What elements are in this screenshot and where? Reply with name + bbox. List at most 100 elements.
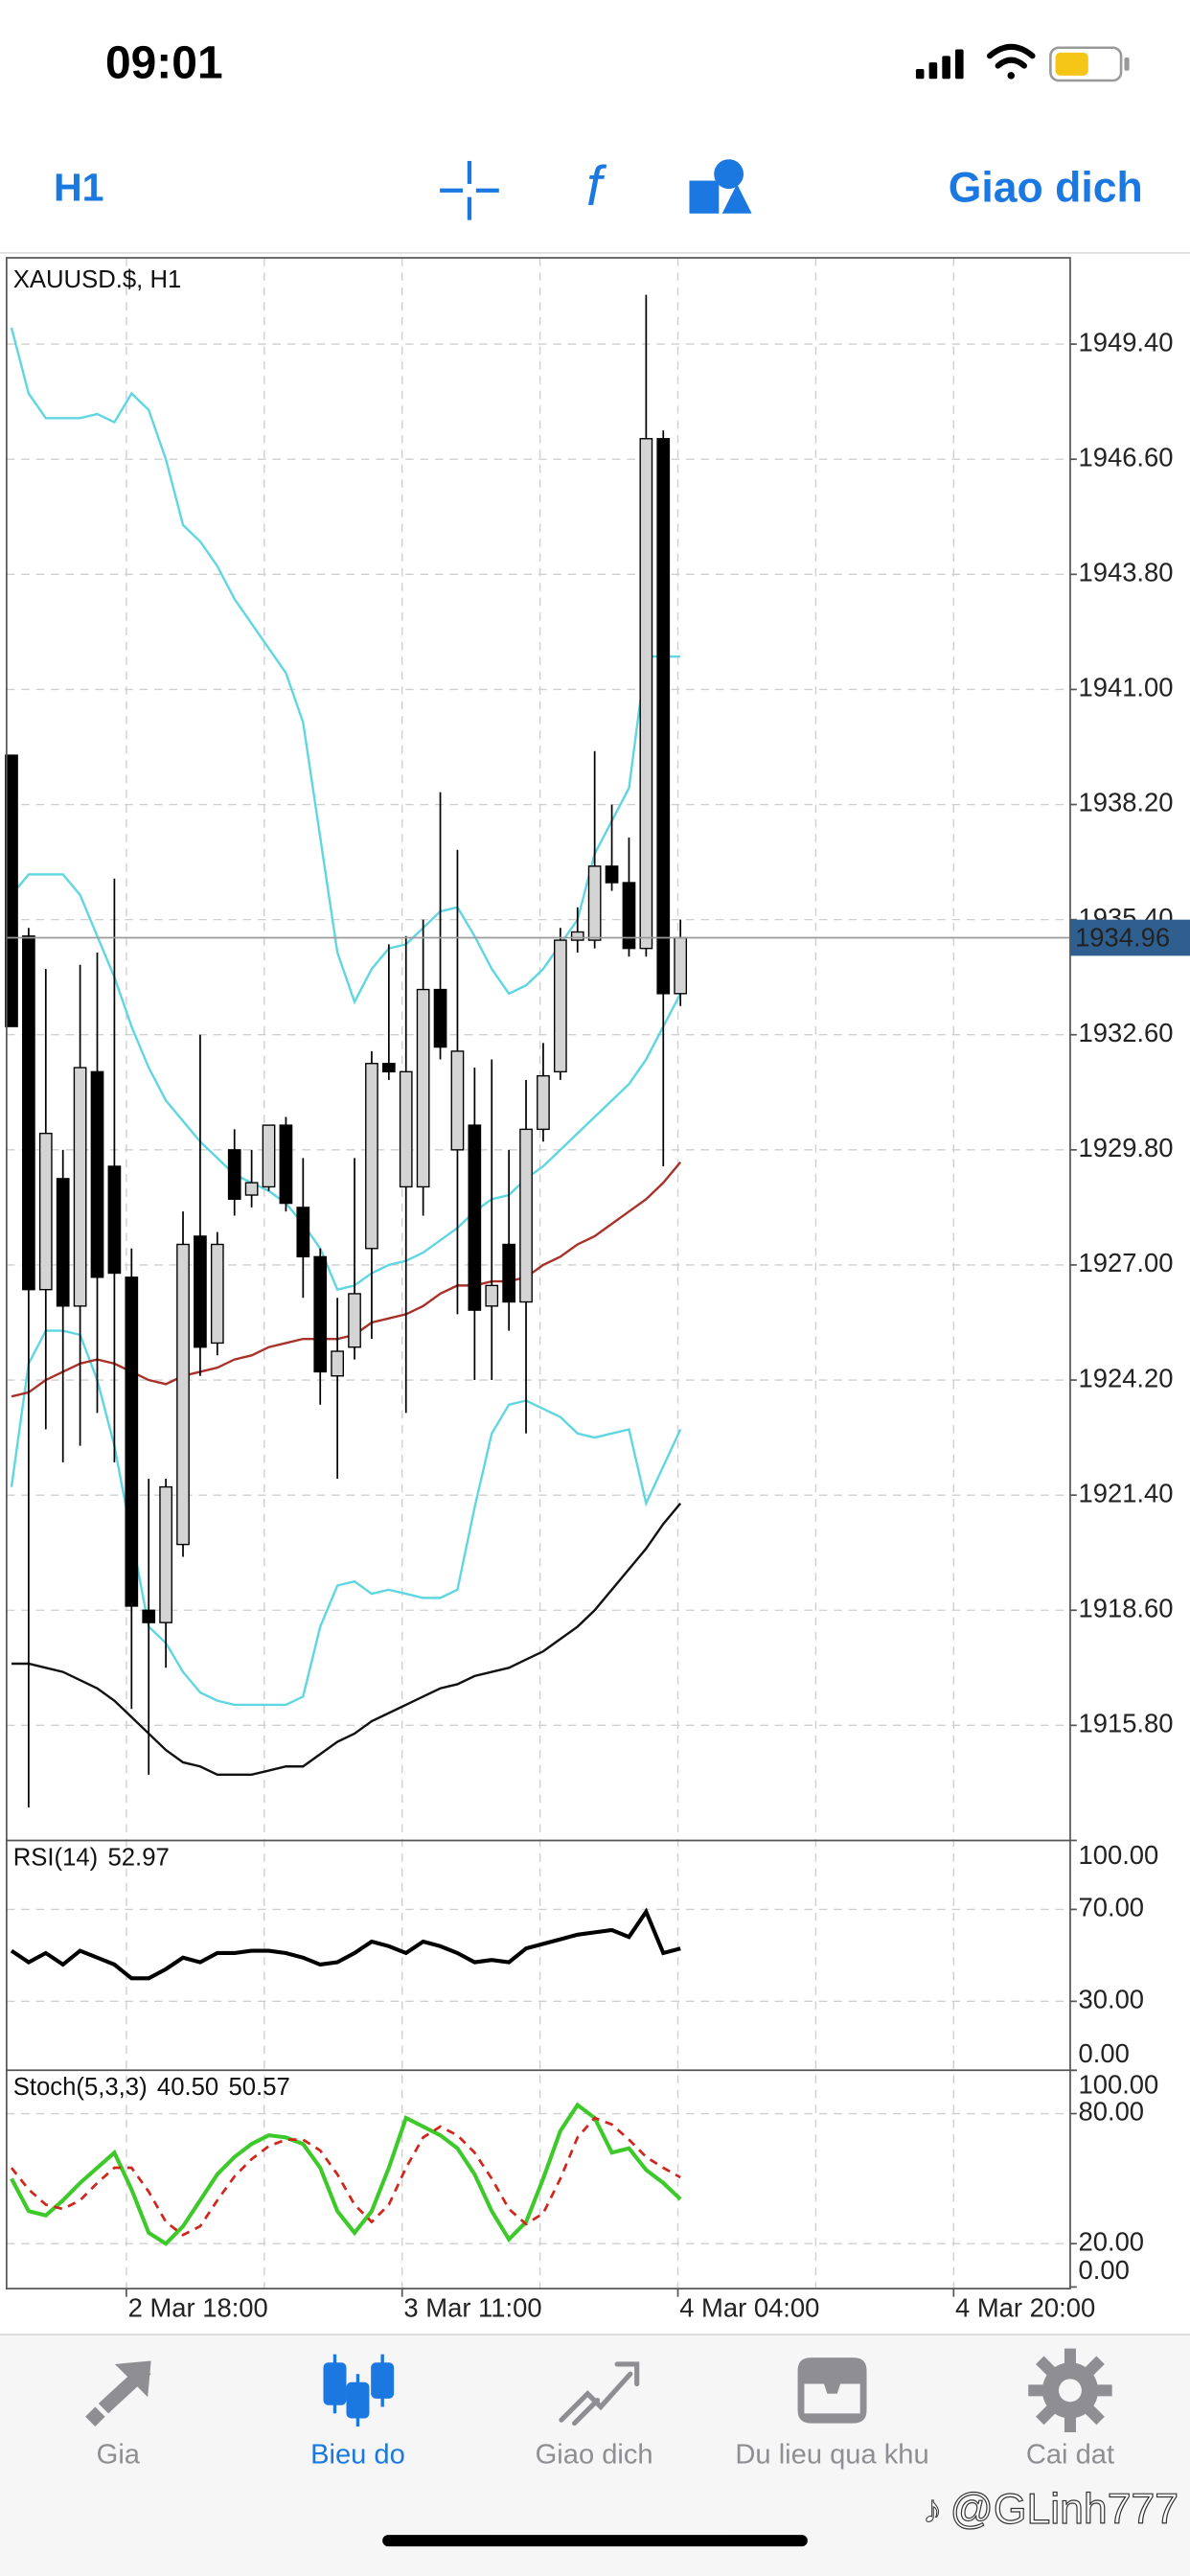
- signal-icon: [915, 49, 964, 80]
- y-tick-label: 1946.60: [1079, 442, 1174, 472]
- price-label: 1934.96: [1075, 922, 1170, 952]
- y-tick-label: 100.00: [1079, 1840, 1159, 1870]
- candle-body: [210, 1243, 224, 1345]
- chart: 2 Mar 18:00 3 Mar 11:00 4 Mar 04:00 4 Mar 2…: [5, 258, 1190, 2323]
- candle-body: [656, 438, 671, 995]
- indicator-line: [10, 2102, 682, 2246]
- candle-body: [262, 1124, 276, 1188]
- overlay-line: [10, 1329, 682, 1707]
- overlay-line: [10, 327, 681, 1005]
- y-tick-label: 0.00: [1079, 2038, 1130, 2068]
- indicator-value: 50.57: [228, 2074, 289, 2101]
- objects-button[interactable]: [689, 159, 752, 214]
- timeframe-button[interactable]: H1: [54, 166, 104, 210]
- candle-body: [244, 1182, 259, 1196]
- overlay-line: [11, 1161, 682, 1398]
- candle-body: [450, 1050, 465, 1151]
- candle-body: [605, 865, 619, 884]
- candle-body: [22, 935, 35, 1291]
- y-tick-label: 30.00: [1079, 1985, 1145, 2014]
- indicator-title: Stoch(5,3,3): [13, 2074, 148, 2101]
- status-time: 09:01: [105, 37, 223, 88]
- wifi-icon: [987, 43, 1036, 80]
- tab-label[interactable]: Bieu do: [310, 2440, 405, 2471]
- candle-body: [399, 1070, 413, 1188]
- overlay-line: [11, 873, 682, 1292]
- candle-body: [674, 936, 688, 995]
- tab-label[interactable]: Giao dich: [536, 2440, 653, 2471]
- indicator-header: Stoch(5,3,3) 40.50 50.57: [13, 2074, 290, 2101]
- candle-body: [570, 931, 584, 941]
- candle-body: [313, 1255, 328, 1373]
- candle-body: [639, 438, 653, 950]
- y-tick-label: 70.00: [1079, 1893, 1145, 1922]
- candle-body: [587, 865, 602, 941]
- candle-body: [537, 1074, 550, 1131]
- candle-body: [73, 1067, 87, 1307]
- candle-body: [365, 1063, 378, 1250]
- battery-icon: [1049, 46, 1130, 82]
- y-tick-label: 1929.80: [1079, 1133, 1174, 1162]
- watermark: @GLinh777: [950, 2486, 1179, 2533]
- x-tick-label: 3 Mar 11:00: [403, 2293, 541, 2323]
- tab-icon-settings[interactable]: [1028, 2348, 1112, 2433]
- y-tick-label: 1938.20: [1079, 788, 1174, 817]
- home-indicator: [382, 2535, 808, 2547]
- candle-body: [176, 1243, 190, 1546]
- tab-icon-trade[interactable]: [559, 2361, 640, 2426]
- chart-frame: [5, 257, 1071, 2289]
- y-tick-label: 1921.40: [1079, 1478, 1174, 1507]
- x-tick-label: 4 Mar 04:00: [679, 2293, 819, 2323]
- candle-body: [227, 1149, 241, 1200]
- candle-body: [279, 1124, 293, 1205]
- indicator-line: [10, 1907, 681, 1981]
- candle-body: [519, 1128, 533, 1303]
- y-tick-label: 1918.60: [1079, 1593, 1174, 1622]
- candle-body: [90, 1070, 104, 1278]
- crosshair-button[interactable]: [440, 160, 499, 220]
- candle-body: [502, 1243, 516, 1303]
- candle-body: [194, 1235, 207, 1348]
- y-tick-label: 1943.80: [1079, 558, 1174, 587]
- x-tick-label: 4 Mar 20:00: [955, 2293, 1095, 2323]
- candle-body: [485, 1284, 499, 1307]
- indicator-line: [10, 2116, 681, 2237]
- indicator-title: RSI(14): [13, 1844, 99, 1871]
- candle-body: [296, 1207, 310, 1258]
- y-tick-label: 1924.20: [1079, 1363, 1174, 1392]
- candle-body: [433, 988, 447, 1048]
- y-tick-label: 1949.40: [1079, 327, 1174, 356]
- indicator-header: RSI(14) 52.97: [13, 1844, 170, 1871]
- candle-body: [381, 1063, 396, 1073]
- overlay-line: [11, 1502, 682, 1777]
- y-tick-label: 20.00: [1079, 2226, 1145, 2256]
- chart-title: XAUUSD.$, H1: [13, 266, 182, 293]
- candle-body: [554, 939, 567, 1073]
- tab-label[interactable]: Gia: [97, 2440, 141, 2471]
- tab-label[interactable]: Cai dat: [1026, 2440, 1114, 2471]
- y-tick-label: 1932.60: [1079, 1018, 1174, 1047]
- watermark-icon: ♪: [923, 2487, 943, 2531]
- y-tick-label: 1915.80: [1079, 1709, 1174, 1738]
- tab-label[interactable]: Du lieu qua khu: [735, 2440, 928, 2471]
- candle-body: [416, 988, 430, 1188]
- tab-icon-history[interactable]: [797, 2358, 867, 2424]
- y-tick-label: 100.00: [1079, 2070, 1159, 2100]
- y-tick-label: 1927.00: [1079, 1248, 1174, 1277]
- price-label-box: [1069, 919, 1190, 956]
- tab-icon-chart[interactable]: [323, 2354, 395, 2427]
- candle-body: [142, 1609, 156, 1623]
- x-tick-label: 2 Mar 18:00: [128, 2293, 268, 2323]
- candle-body: [56, 1178, 70, 1307]
- y-tick-label: 1941.00: [1079, 673, 1174, 702]
- candle-body: [5, 754, 18, 1027]
- tab-labels: Gia Bieu do Giao dich Du lieu qua khu Cai da…: [97, 2440, 1114, 2471]
- candle-body: [468, 1124, 482, 1311]
- tab-icon-quotes[interactable]: [85, 2360, 151, 2427]
- indicator-value: 52.97: [107, 1844, 169, 1871]
- candle-body: [159, 1485, 172, 1623]
- trade-button[interactable]: Giao dich: [949, 165, 1143, 212]
- indicator-value: 40.50: [157, 2074, 218, 2101]
